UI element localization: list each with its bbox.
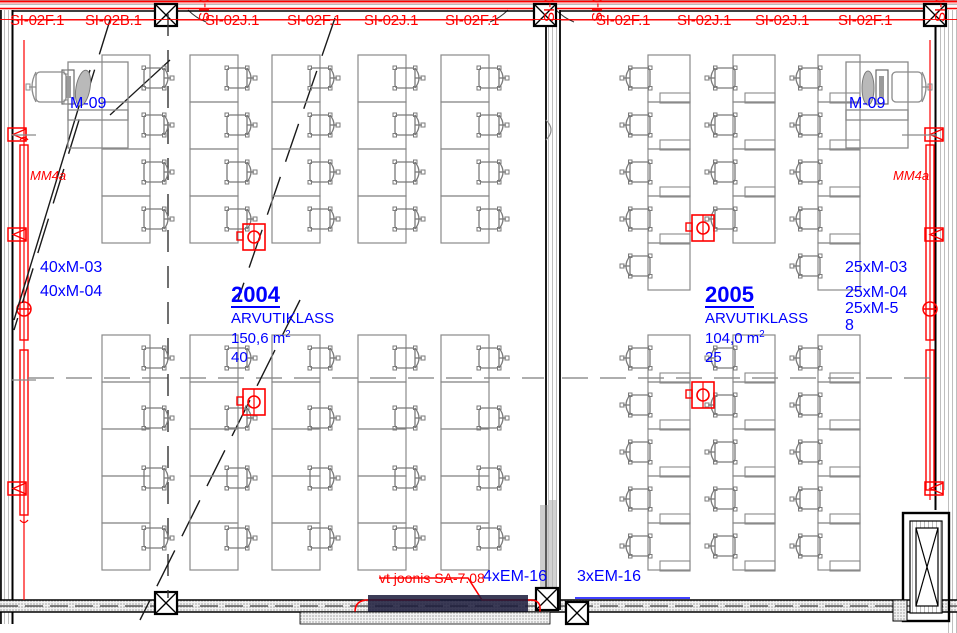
column-x-icon [153, 2, 179, 28]
section-diagonal-lines [13, 17, 336, 621]
left-window-markers [7, 40, 32, 600]
desk-cluster-right-upper [619, 54, 861, 291]
wall-center-divider [540, 10, 561, 610]
teacher-desk-icon [25, 61, 129, 149]
red-detail-callout [299, 577, 690, 625]
column-x-icon [922, 2, 948, 28]
grid-leader-line [0, 19, 957, 20]
desk-cluster-left-lower [101, 334, 510, 571]
column-x-icon [564, 600, 590, 626]
wall-top [0, 0, 957, 21]
stair-shaft-icon [892, 511, 951, 623]
teacher-desk-icon [845, 61, 933, 149]
column-x-icon [532, 2, 558, 28]
right-window-markers [922, 40, 944, 500]
wall-left [0, 10, 14, 624]
red-pillar-icon [236, 223, 266, 251]
desk-cluster-right-lower [619, 334, 861, 572]
desk-cluster-left-upper [101, 54, 510, 244]
partition-stubs [12, 134, 936, 381]
column-x-icon [153, 590, 179, 616]
door-swing-icons [545, 119, 552, 141]
red-pillar-icon [236, 388, 266, 416]
